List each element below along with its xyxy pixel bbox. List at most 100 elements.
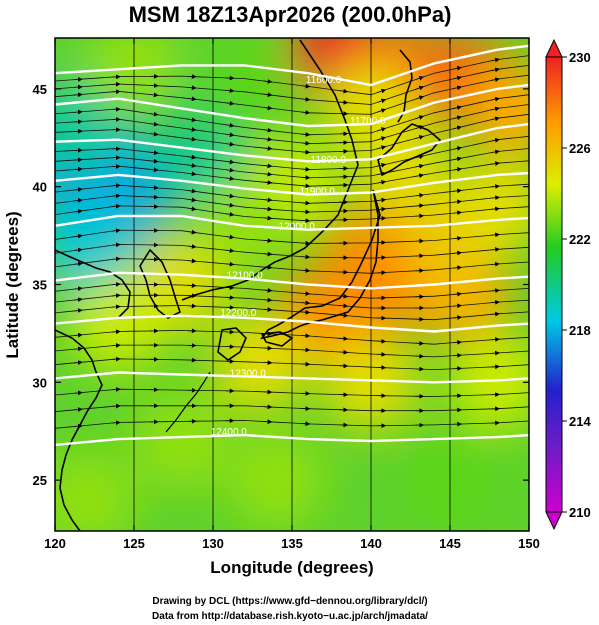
credit-line-data: Data from http://database.rish.kyoto−u.a… [152,611,428,622]
wind-arrow [225,248,235,253]
y-tick-label: 25 [33,473,47,488]
wind-arrow [453,188,463,194]
wind-arrow [453,235,463,241]
streamline [55,358,529,371]
coastline-asia [181,39,359,301]
wind-arrow [73,308,83,313]
coastline-hokkaido [377,123,442,177]
wind-arrow [453,146,462,151]
wind-arrow [73,247,83,253]
wind-arrow [263,79,273,84]
y-tick-label: 30 [33,375,47,390]
wind-arrow [187,197,197,203]
wind-arrow [73,77,83,82]
wind-arrow [453,339,463,345]
wind-arrow [263,136,273,142]
wind-arrow [301,140,311,146]
colorbar-max-triangle [545,38,563,58]
height-contour-label: 12300.0 [230,368,267,379]
wind-arrow [491,232,500,238]
wind-arrow [149,111,159,117]
wind-arrow [225,141,235,147]
wind-arrow [187,136,197,142]
temperature-sample [354,119,451,216]
colorbar-tick-label: 210 [569,505,591,520]
streamline [55,420,529,429]
wind-arrow [263,105,273,111]
wind-arrow [415,115,425,120]
wind-arrow [187,96,197,102]
chart-title: MSM 18Z13Apr2026 (200.0hPa) [129,2,452,27]
temperature-sample [449,334,529,431]
wind-arrow [263,297,273,303]
wind-arrow [301,183,311,189]
wind-arrow [301,175,311,180]
wind-arrow [453,250,463,256]
wind-arrow [453,156,463,162]
wind-arrow [453,265,463,271]
wind-arrow [111,387,121,392]
wind-arrow [263,238,273,244]
wind-arrow [263,92,273,98]
streamline [55,344,529,358]
wind-arrow [301,166,311,172]
wind-arrow [111,281,121,287]
wind-arrow [415,85,425,91]
wind-arrow [490,96,500,102]
temperature-sample [449,158,529,255]
wind-arrow [301,300,311,306]
x-axis-label: Longitude (degrees) [210,558,373,577]
wind-arrow [263,127,273,133]
wind-arrow [73,198,83,203]
wind-arrow [339,99,349,105]
credit-line-dcl: Drawing by DCL (https://www.gfd−dennou.o… [152,596,427,607]
wind-arrow [491,184,500,189]
wind-arrow [491,77,500,82]
wind-arrow [453,85,462,91]
colorbar-tick-label: 218 [569,323,591,338]
wind-arrow [491,57,500,63]
streamline [55,294,529,309]
height-contour [55,314,529,333]
x-axis: 120 125 130 135 140 145 150 [44,38,540,551]
wind-arrow [453,303,463,309]
wind-arrow [73,92,83,98]
coastline-honshu [260,189,381,340]
streamline [55,195,529,213]
wind-arrow [149,92,159,98]
wind-arrow [491,195,500,201]
streamline [55,160,529,187]
plot-area: 11600.0 11700.0 11800.0 11900.0 12000.0 12100… [55,38,529,531]
height-contour [55,214,529,231]
temperature-sample [55,197,135,294]
height-contour-label: 11900.0 [300,187,336,198]
wind-arrow [453,167,463,172]
wind-arrow [187,171,197,177]
wind-arrow [73,423,83,429]
wind-arrow [453,315,463,320]
height-contour-label: 11800.0 [311,155,347,166]
wind-arrow [263,215,273,221]
wind-arrow [225,202,235,208]
wind-arrow [415,95,425,101]
wind-arrow [377,127,387,132]
coastline-kyushu-shikoku [217,327,294,361]
wind-arrow [111,420,121,426]
wind-arrow [111,203,121,209]
streamline [55,229,529,244]
coastline-ryukyu [165,371,211,433]
wind-arrow [301,254,311,260]
streamline [55,283,529,299]
wind-arrow [225,176,235,181]
wind-arrow [491,311,500,317]
wind-arrow [225,261,235,267]
wind-arrow [301,132,311,137]
wind-arrow [187,258,197,264]
temperature-sample [55,451,135,531]
streamline [55,148,529,179]
wind-arrow [149,131,159,137]
streamline [55,65,529,105]
wind-arrow [453,291,463,297]
wind-arrow [111,193,121,199]
